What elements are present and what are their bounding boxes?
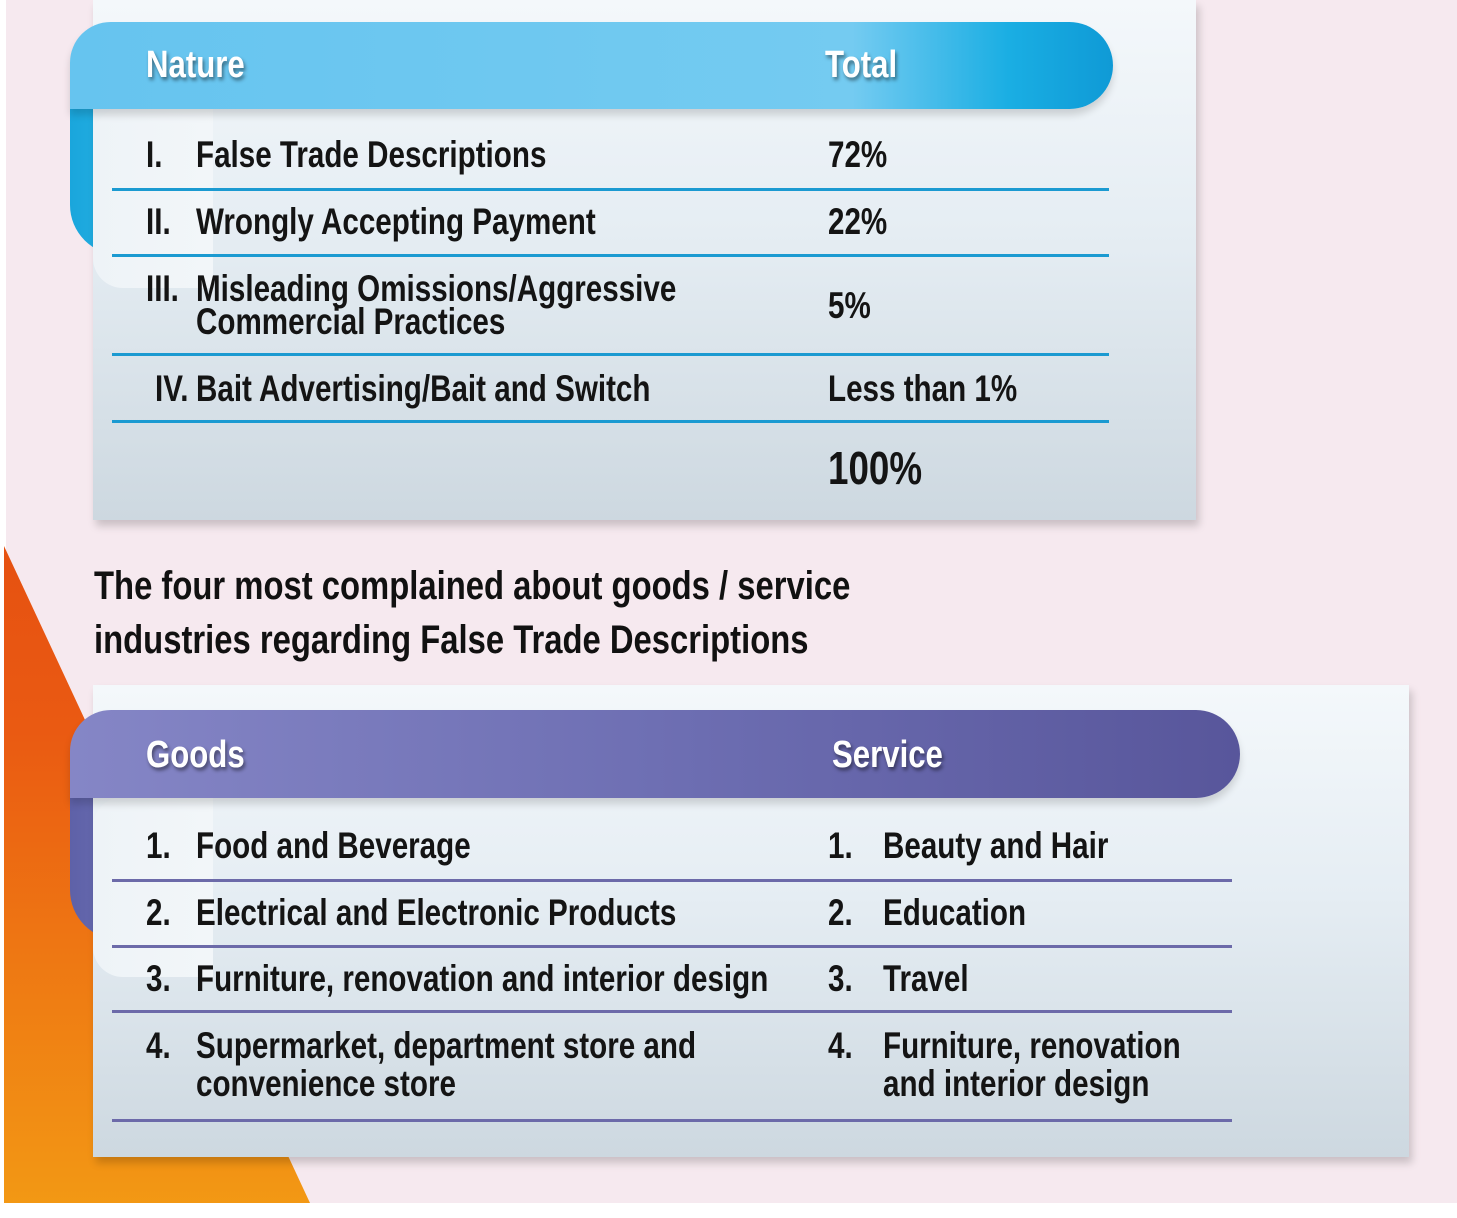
service-row-4-label: Furniture, renovation xyxy=(883,1025,1181,1066)
bottom-strip xyxy=(0,1203,1457,1218)
nature-row-divider xyxy=(112,353,1109,356)
goods-row-1-num: 1. xyxy=(146,825,171,866)
goods-row-1-label: Food and Beverage xyxy=(196,825,471,866)
industries-tab-mask xyxy=(93,797,213,977)
nature-row-1-total: 72% xyxy=(828,134,888,175)
service-row-1-num: 1. xyxy=(828,825,853,866)
goods-row-4-num: 4. xyxy=(146,1025,171,1066)
nature-row-3-numeral: III. xyxy=(146,268,179,309)
nature-row-3-total: 5% xyxy=(828,285,871,326)
nature-row-3-label: Misleading Omissions/Aggressive xyxy=(196,268,677,309)
nature-row-1-label: False Trade Descriptions xyxy=(196,134,547,175)
industries-table-header xyxy=(70,710,1240,798)
goods-row-3-label: Furniture, renovation and interior desig… xyxy=(196,958,769,999)
nature-row-divider xyxy=(112,420,1109,423)
nature-row-divider xyxy=(112,188,1109,191)
industries-row-divider xyxy=(112,1010,1232,1013)
nature-row-3-label-line2: Commercial Practices xyxy=(196,301,506,342)
service-row-3-label: Travel xyxy=(883,958,969,999)
service-row-3-num: 3. xyxy=(828,958,853,999)
service-row-2-label: Education xyxy=(883,892,1027,933)
goods-row-3-num: 3. xyxy=(146,958,171,999)
header-nature: Nature xyxy=(146,44,245,86)
caption-line-1: The four most complained about goods / s… xyxy=(94,564,851,608)
goods-row-2-label: Electrical and Electronic Products xyxy=(196,892,677,933)
service-row-4-num: 4. xyxy=(828,1025,853,1066)
nature-tab-mask xyxy=(93,108,213,288)
header-total: Total xyxy=(825,44,898,86)
nature-row-4-numeral: IV. xyxy=(155,368,189,409)
nature-row-divider xyxy=(112,254,1109,257)
nature-row-1-numeral: I. xyxy=(146,134,163,175)
header-goods: Goods xyxy=(146,734,245,776)
page-edge xyxy=(0,0,6,1218)
header-service: Service xyxy=(832,734,943,776)
industries-row-divider xyxy=(112,945,1232,948)
goods-row-4-label-line2: convenience store xyxy=(196,1063,456,1104)
nature-grand-total: 100% xyxy=(828,442,923,494)
nature-row-2-total: 22% xyxy=(828,201,888,242)
industries-row-divider xyxy=(112,1119,1232,1122)
goods-row-2-num: 2. xyxy=(146,892,171,933)
service-row-1-label: Beauty and Hair xyxy=(883,825,1109,866)
nature-row-4-total: Less than 1% xyxy=(828,368,1018,409)
caption-line-2: industries regarding False Trade Descrip… xyxy=(94,618,809,662)
nature-row-4-label: Bait Advertising/Bait and Switch xyxy=(196,368,651,409)
nature-table-header xyxy=(70,22,1113,109)
goods-row-4-label: Supermarket, department store and xyxy=(196,1025,697,1066)
service-row-4-label-line2: and interior design xyxy=(883,1063,1150,1104)
nature-row-2-label: Wrongly Accepting Payment xyxy=(196,201,596,242)
service-row-2-num: 2. xyxy=(828,892,853,933)
nature-row-2-numeral: II. xyxy=(146,201,171,242)
industries-row-divider xyxy=(112,879,1232,882)
